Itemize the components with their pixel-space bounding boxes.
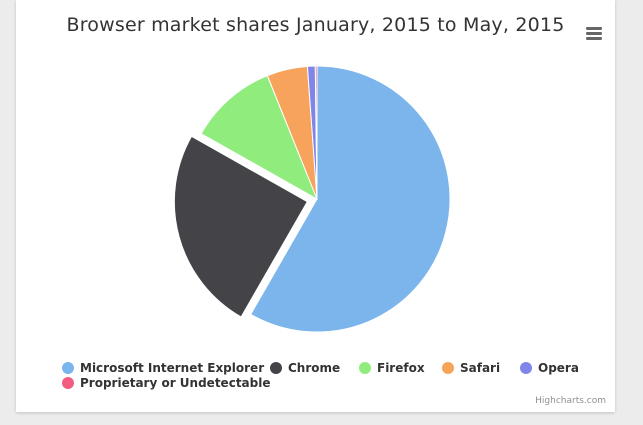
legend-swatch — [62, 377, 74, 389]
legend-item-safari[interactable]: Safari — [442, 361, 500, 375]
legend-item-firefox[interactable]: Firefox — [359, 361, 425, 375]
legend-item-proprietary-or-undetectable[interactable]: Proprietary or Undetectable — [62, 376, 271, 390]
legend-label: Microsoft Internet Explorer — [80, 361, 265, 375]
legend-swatch — [62, 362, 74, 374]
legend-item-microsoft-internet-explorer[interactable]: Microsoft Internet Explorer — [62, 361, 264, 375]
chart-menu-button[interactable] — [583, 22, 607, 44]
chart-legend: Microsoft Internet Explorer Chrome Firefox… — [16, 356, 615, 396]
hamburger-menu-icon — [586, 27, 602, 40]
legend-label: Safari — [460, 361, 501, 375]
legend-label: Chrome — [288, 361, 341, 375]
legend-label: Opera — [538, 361, 579, 375]
legend-swatch — [442, 362, 454, 374]
pie-slice-firefox[interactable] — [200, 74, 318, 201]
pie-slice-microsoft-internet-explorer[interactable] — [250, 65, 451, 333]
legend-label: Proprietary or Undetectable — [80, 376, 271, 390]
legend-item-chrome[interactable]: Chrome — [270, 361, 340, 375]
chart-container: Browser market shares January, 2015 to M… — [16, 0, 615, 412]
pie-slice-chrome[interactable] — [173, 135, 309, 318]
legend-item-opera[interactable]: Opera — [520, 361, 579, 375]
pie-slice-proprietary-or-undetectable[interactable] — [314, 65, 318, 200]
credits-link[interactable]: Highcharts.com — [535, 396, 606, 406]
chart-title: Browser market shares January, 2015 to M… — [66, 14, 565, 36]
legend-swatch — [359, 362, 371, 374]
legend-swatch — [520, 362, 532, 374]
legend-label: Firefox — [377, 361, 425, 375]
pie-chart — [173, 65, 451, 333]
legend-swatch — [270, 362, 282, 374]
